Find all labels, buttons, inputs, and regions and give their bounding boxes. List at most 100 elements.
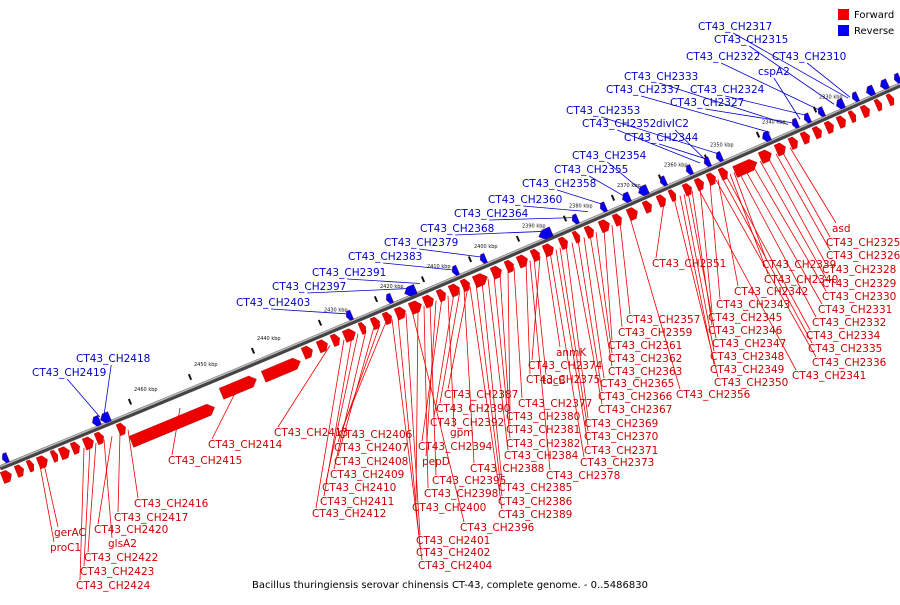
gene-label-ct43-ch2382[interactable]: CT43_CH2382: [506, 438, 580, 450]
gene-label-ct43-ch2414[interactable]: CT43_CH2414: [208, 439, 283, 451]
gene-label-ct43-ch2326[interactable]: CT43_CH2326: [826, 250, 900, 262]
gene-label-ct43-ch2337[interactable]: CT43_CH2337: [606, 84, 680, 96]
gene-label-ct43-ch2391[interactable]: CT43_CH2391: [312, 267, 386, 279]
gene-label-ct43-ch2331[interactable]: CT43_CH2331: [818, 304, 892, 316]
gene-label-ct43-ch2334[interactable]: CT43_CH2334: [806, 330, 881, 342]
gene-label-ct43-ch2344[interactable]: CT43_CH2344: [624, 132, 699, 144]
gene-label-ct43-ch2402[interactable]: CT43_CH2402: [416, 547, 490, 559]
gene-label-ct43-ch2397[interactable]: CT43_CH2397: [272, 281, 346, 293]
gene-label-ct43-ch2388[interactable]: CT43_CH2388: [470, 463, 544, 475]
gene-label-ct43-ch2317[interactable]: CT43_CH2317: [698, 21, 772, 33]
gene-label-ct43-ch2401[interactable]: CT43_CH2401: [416, 535, 490, 547]
gene-label-ct43-ch2310[interactable]: CT43_CH2310: [772, 51, 846, 63]
gene-label-ct43-ch2398[interactable]: CT43_CH2398: [424, 488, 498, 500]
gene-label-ct43-ch2356[interactable]: CT43_CH2356: [676, 389, 751, 401]
gene-label-ct43-ch2379[interactable]: CT43_CH2379: [384, 237, 458, 249]
gene-label-ct43-ch2345[interactable]: CT43_CH2345: [708, 312, 782, 324]
gene-label-ct43-ch2360[interactable]: CT43_CH2360: [488, 194, 562, 206]
gene-label-ct43-ch2348[interactable]: CT43_CH2348: [710, 351, 784, 363]
gene-label-ct43-ch2420[interactable]: CT43_CH2420: [94, 524, 168, 536]
gene-label-glsa2[interactable]: glsA2: [108, 538, 137, 550]
gene-label-ct43-ch2385[interactable]: CT43_CH2385: [498, 482, 572, 494]
gene-label-ct43-ch2380[interactable]: CT43_CH2380: [506, 411, 580, 423]
gene-label-ct43-ch2390[interactable]: CT43_CH2390: [436, 403, 510, 415]
gene-label-ct43-ch2394[interactable]: CT43_CH2394: [418, 441, 493, 453]
gene-label-ct43-ch2369[interactable]: CT43_CH2369: [584, 418, 658, 430]
gene-label-ct43-ch2400[interactable]: CT43_CH2400: [412, 502, 486, 514]
gene-label-ct43-ch2389[interactable]: CT43_CH2389: [498, 509, 572, 521]
gene-label-ct43-ch2358[interactable]: CT43_CH2358: [522, 178, 596, 190]
gene-label-ct43-ch2423[interactable]: CT43_CH2423: [80, 566, 154, 578]
gene-label-ct43-ch2336[interactable]: CT43_CH2336: [812, 357, 887, 369]
gene-label-ct43-ch2383[interactable]: CT43_CH2383: [348, 251, 422, 263]
gene-label-ct43-ch2384[interactable]: CT43_CH2384: [504, 450, 579, 462]
gene-label-ct43-ch2346[interactable]: CT43_CH2346: [708, 325, 783, 337]
gene-label-ct43-ch2410[interactable]: CT43_CH2410: [322, 482, 396, 494]
gene-label-ct43-ch2406[interactable]: CT43_CH2406: [338, 429, 413, 441]
gene-label-ct43-ch2364[interactable]: CT43_CH2364: [454, 208, 529, 220]
gene-label-ct43-ch2409[interactable]: CT43_CH2409: [330, 469, 404, 481]
gene-label-ct43-ch2352[interactable]: CT43_CH2352: [582, 118, 656, 130]
gene-label-ct43-ch2377[interactable]: CT43_CH2377: [518, 398, 592, 410]
gene-label-ct43-ch2373[interactable]: CT43_CH2373: [580, 457, 654, 469]
gene-label-ct43-ch2340[interactable]: CT43_CH2340: [764, 274, 838, 286]
gene-label-ct43-ch2396[interactable]: CT43_CH2396: [460, 522, 535, 534]
gene-label-ct43-ch2365[interactable]: CT43_CH2365: [600, 378, 674, 390]
gene-label-ct43-ch2392[interactable]: CT43_CH2392: [430, 417, 504, 429]
gene-label-ct43-ch2339[interactable]: CT43_CH2339: [762, 259, 836, 271]
gene-label-ct43-ch2403[interactable]: CT43_CH2403: [236, 297, 310, 309]
gene-label-ct43-ch2330[interactable]: CT43_CH2330: [822, 291, 896, 303]
gene-label-ct43-ch2351[interactable]: CT43_CH2351: [652, 258, 726, 270]
gene-label-ct43-ch2366[interactable]: CT43_CH2366: [598, 391, 673, 403]
gene-label-ct43-ch2327[interactable]: CT43_CH2327: [670, 97, 744, 109]
gene-label-ct43-ch2325[interactable]: CT43_CH2325: [826, 237, 900, 249]
gene-label-ct43-ch2411[interactable]: CT43_CH2411: [320, 496, 394, 508]
gene-label-ct43-ch2378[interactable]: CT43_CH2378: [546, 470, 620, 482]
gene-label-gpm[interactable]: gpm: [450, 427, 474, 439]
gene-label-ct43-ch2359[interactable]: CT43_CH2359: [618, 327, 692, 339]
gene-label-ct43-ch2416[interactable]: CT43_CH2416: [134, 498, 209, 510]
gene-label-ct43-ch2333[interactable]: CT43_CH2333: [624, 71, 698, 83]
gene-label-ct43-ch2342[interactable]: CT43_CH2342: [734, 286, 808, 298]
gene-label-ct43-ch2328[interactable]: CT43_CH2328: [822, 264, 896, 276]
gene-label-ct43-ch2418[interactable]: CT43_CH2418: [76, 353, 150, 365]
gene-label-ct43-ch2343[interactable]: CT43_CH2343: [716, 299, 790, 311]
gene-label-ct43-ch2368[interactable]: CT43_CH2368: [420, 223, 494, 235]
gene-label-ct43-ch2422[interactable]: CT43_CH2422: [84, 552, 158, 564]
gene-label-ct43-ch2374[interactable]: CT43_CH2374: [528, 360, 603, 372]
gene-label-cspa2[interactable]: cspA2: [758, 66, 790, 78]
gene-label-ct43-ch2335[interactable]: CT43_CH2335: [808, 343, 882, 355]
gene-label-ct43-ch2355[interactable]: CT43_CH2355: [554, 164, 628, 176]
gene-label-ct43-ch2367[interactable]: CT43_CH2367: [598, 404, 672, 416]
gene-label-ct43-ch2322[interactable]: CT43_CH2322: [686, 51, 760, 63]
gene-label-ct43-ch2419[interactable]: CT43_CH2419: [32, 367, 106, 379]
gene-label-ct43-ch2408[interactable]: CT43_CH2408: [334, 456, 408, 468]
gene-label-ct43-ch2381[interactable]: CT43_CH2381: [506, 424, 580, 436]
gene-label-ct43-ch2332[interactable]: CT43_CH2332: [812, 317, 886, 329]
gene-label-ct43-ch2386[interactable]: CT43_CH2386: [498, 496, 573, 508]
gene-label-ct43-ch2424[interactable]: CT43_CH2424: [76, 580, 151, 592]
gene-label-ct43-ch2413[interactable]: CT43_CH2413: [274, 427, 348, 439]
gene-label-ct43-ch2361[interactable]: CT43_CH2361: [608, 340, 682, 352]
gene-label-ct43-ch2404[interactable]: CT43_CH2404: [418, 560, 493, 572]
gene-label-gerac[interactable]: gerAC: [54, 527, 86, 539]
gene-label-divic2[interactable]: divIC2: [656, 118, 689, 130]
gene-label-ct43-ch2412[interactable]: CT43_CH2412: [312, 508, 386, 520]
gene-label-ct43-ch2363[interactable]: CT43_CH2363: [608, 366, 682, 378]
gene-label-ct43-ch2324[interactable]: CT43_CH2324: [690, 84, 765, 96]
gene-label-ct43-ch2353[interactable]: CT43_CH2353: [566, 105, 640, 117]
gene-label-ct43-ch2362[interactable]: CT43_CH2362: [608, 353, 682, 365]
gene-label-ct43-ch2357[interactable]: CT43_CH2357: [626, 314, 700, 326]
gene-label-ct43-ch2395[interactable]: CT43_CH2395: [432, 475, 506, 487]
gene-label-ct43-ch2341[interactable]: CT43_CH2341: [792, 370, 866, 382]
gene-label-asd[interactable]: asd: [832, 223, 851, 235]
gene-label-ct43-ch2354[interactable]: CT43_CH2354: [572, 150, 647, 162]
gene-label-ct43-ch2347[interactable]: CT43_CH2347: [712, 338, 786, 350]
gene-label-ct43-ch2315[interactable]: CT43_CH2315: [714, 34, 788, 46]
gene-label-anmk[interactable]: anmK: [556, 347, 587, 359]
gene-label-ct43-ch2329[interactable]: CT43_CH2329: [822, 278, 896, 290]
gene-label-pepd[interactable]: pepD: [422, 456, 450, 468]
gene-label-ct43-ch2350[interactable]: CT43_CH2350: [714, 377, 788, 389]
gene-label-ct43-ch2387[interactable]: CT43_CH2387: [444, 389, 518, 401]
gene-label-ct43-ch2407[interactable]: CT43_CH2407: [334, 442, 408, 454]
